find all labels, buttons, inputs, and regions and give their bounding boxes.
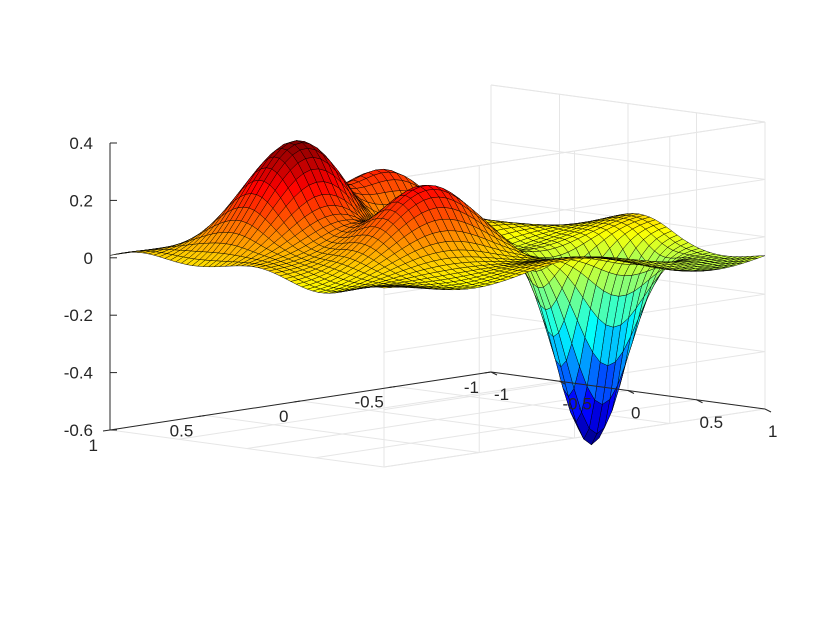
x-tick-label: -0.5 bbox=[563, 394, 592, 413]
y-tick-label: 1 bbox=[89, 436, 98, 455]
z-tick-label: -0.2 bbox=[64, 306, 93, 325]
tick-labels: 0.4 0.2 0 -0.2 -0.4 -0.6 -1 -0.5 0 0.5 1 -1 -0.5 0 0.5… bbox=[64, 134, 778, 455]
x-tick-label: -1 bbox=[494, 385, 509, 404]
y-tick-label: -1 bbox=[464, 378, 479, 397]
wall-gridline bbox=[383, 408, 766, 468]
x-tick bbox=[559, 380, 566, 385]
z-tick-label: 0.4 bbox=[69, 134, 93, 153]
x-tick-label: 0.5 bbox=[700, 413, 724, 432]
y-tick-label: -0.5 bbox=[355, 393, 384, 412]
y-tick bbox=[293, 400, 301, 403]
x-tick bbox=[764, 408, 772, 413]
wall-gridline bbox=[490, 141, 766, 180]
y-tick bbox=[483, 371, 492, 374]
surface-face bbox=[378, 286, 392, 289]
floor-gridline bbox=[395, 386, 670, 424]
x-tick-label: 1 bbox=[768, 422, 777, 441]
y-tick-label: 0 bbox=[279, 407, 288, 426]
x-tick bbox=[490, 371, 498, 376]
y-tick bbox=[102, 429, 111, 432]
surface-mesh bbox=[109, 140, 766, 446]
floor-gridline bbox=[109, 429, 385, 468]
z-tick-label: 0 bbox=[84, 249, 93, 268]
z-tick-label: -0.4 bbox=[64, 364, 93, 383]
z-tick-label: -0.6 bbox=[64, 421, 93, 440]
axes-frame bbox=[102, 142, 772, 432]
z-tick-label: 0.2 bbox=[69, 191, 93, 210]
x-tick bbox=[627, 390, 635, 394]
x-tick bbox=[696, 399, 703, 404]
wall-edge bbox=[490, 84, 766, 123]
wall-edge bbox=[383, 121, 766, 181]
y-tick-label: 0.5 bbox=[170, 422, 194, 441]
x-tick-label: 0 bbox=[631, 404, 640, 423]
y-tick bbox=[388, 386, 396, 388]
floor-gridline bbox=[205, 415, 480, 453]
y-tick bbox=[198, 415, 206, 417]
floor-gridline bbox=[300, 400, 575, 439]
